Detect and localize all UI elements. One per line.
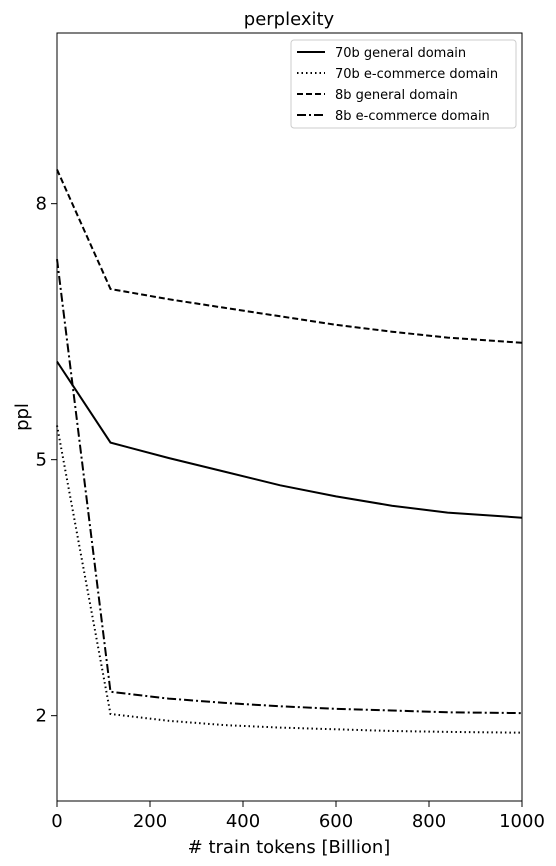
x-tick-label: 800 — [412, 811, 446, 832]
y-axis-label: ppl — [12, 403, 33, 431]
legend-entry: 70b general domain — [335, 46, 466, 61]
x-axis-ticks: 0 200 400 600 800 1000 — [51, 801, 545, 832]
legend-box — [290, 39, 517, 129]
y-tick-label: 5 — [36, 450, 47, 471]
chart-title: perplexity — [244, 9, 335, 30]
series-line-3 — [56, 169, 523, 344]
plot-frame — [56, 32, 523, 802]
legend-entry: 8b general domain — [335, 88, 458, 103]
series-line-1 — [56, 360, 523, 519]
y-tick-label: 8 — [36, 194, 47, 215]
series-line-2 — [56, 425, 523, 734]
series-line-4 — [56, 258, 523, 715]
plot-lines — [56, 169, 523, 734]
x-tick-label: 0 — [51, 811, 62, 832]
x-tick-label: 400 — [226, 811, 260, 832]
y-axis-ticks: 2 5 8 — [36, 194, 57, 727]
x-tick-label: 200 — [133, 811, 167, 832]
legend-entry: 8b e-commerce domain — [335, 109, 490, 124]
legend: 70b general domain 70b e-commerce domain 8… — [290, 39, 517, 129]
legend-entry: 70b e-commerce domain — [335, 67, 498, 82]
x-axis-label: # train tokens [Billion] — [188, 837, 391, 858]
y-tick-label: 2 — [36, 706, 47, 727]
x-tick-label: 600 — [319, 811, 353, 832]
x-tick-label: 1000 — [499, 811, 545, 832]
